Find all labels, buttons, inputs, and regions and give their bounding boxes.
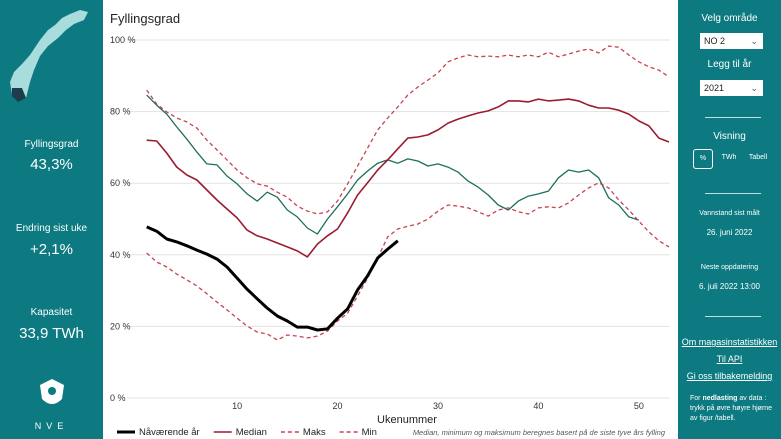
year-dropdown[interactable]: 2021 ⌄ bbox=[700, 80, 763, 96]
year-label: Legg til år bbox=[707, 59, 752, 70]
series-line bbox=[146, 94, 639, 235]
view-label: Visning bbox=[713, 131, 746, 142]
dropdown-value: 2021 bbox=[704, 83, 725, 93]
legend-label: Maks bbox=[303, 427, 326, 438]
stat-value: +2,1% bbox=[30, 241, 73, 258]
logo-text: NVE bbox=[34, 421, 69, 431]
x-tick-label: 40 bbox=[533, 401, 543, 411]
y-tick-label: 60 % bbox=[110, 178, 131, 188]
series-line bbox=[146, 98, 670, 258]
measured-label: Vannstand sist målt bbox=[699, 210, 760, 217]
area-label: Velg område bbox=[701, 13, 758, 24]
chevron: ⌄ bbox=[750, 36, 758, 46]
right-panel: Velg område NO 2 ⌄ Legg til år 2021 ⌄ Visn… bbox=[678, 0, 781, 439]
link[interactable]: Om magasinstatistikken bbox=[681, 337, 778, 347]
legend-label: Nåværende år bbox=[139, 427, 200, 438]
stat-value: 43,3% bbox=[30, 156, 73, 173]
y-tick-label: 80 % bbox=[110, 107, 131, 117]
area-dropdown[interactable]: NO 2 ⌄ bbox=[700, 33, 763, 49]
stat-label: Fyllingsgrad bbox=[24, 139, 79, 150]
x-axis-label: Ukenummer bbox=[377, 414, 437, 426]
norway-map bbox=[10, 10, 88, 102]
chart-title: Fyllingsgrad bbox=[110, 11, 180, 26]
divider bbox=[705, 117, 761, 118]
chart: Fyllingsgrad Ukenummer Median, minimum o… bbox=[110, 11, 670, 438]
x-tick-label: 50 bbox=[634, 401, 644, 411]
x-tick-label: 30 bbox=[433, 401, 443, 411]
divider bbox=[705, 316, 761, 317]
stat-value: 33,9 TWh bbox=[19, 325, 84, 342]
note-text: av data : trykk på øvre høyre hjørne av … bbox=[690, 395, 773, 422]
download-note: For nedlasting av data : trykk på øvre h… bbox=[690, 394, 774, 424]
left-panel: Fyllingsgrad 43,3% Endring sist uke +2,1… bbox=[0, 0, 103, 439]
y-tick-label: 20 % bbox=[110, 321, 131, 331]
next-label: Neste oppdatering bbox=[700, 264, 759, 271]
view-button[interactable]: TWh bbox=[721, 154, 737, 161]
series-line bbox=[146, 182, 670, 341]
view-button[interactable]: Tabell bbox=[748, 154, 768, 161]
legend-label: Min bbox=[362, 427, 377, 438]
y-tick-label: 0 % bbox=[110, 393, 126, 403]
next-date: 6. juli 2022 13:00 bbox=[699, 282, 760, 291]
y-tick-label: 100 % bbox=[110, 35, 136, 45]
note-text: For bbox=[690, 395, 703, 402]
link[interactable]: Til API bbox=[716, 354, 743, 364]
chevron: ⌄ bbox=[750, 83, 758, 93]
y-tick-label: 40 % bbox=[110, 250, 131, 260]
series-line bbox=[146, 45, 670, 215]
divider bbox=[705, 193, 761, 194]
view-button[interactable]: % bbox=[693, 149, 713, 169]
link[interactable]: Gi oss tilbakemelding bbox=[686, 371, 773, 381]
stat-label: Kapasitet bbox=[30, 307, 73, 318]
nve-logo bbox=[40, 379, 64, 404]
x-tick-label: 10 bbox=[232, 401, 242, 411]
x-tick-label: 20 bbox=[333, 401, 343, 411]
legend-label: Median bbox=[236, 427, 267, 438]
footnote: Median, minimum og maksimum beregnes bas… bbox=[413, 428, 666, 437]
note-bold: nedlasting bbox=[702, 395, 738, 402]
dropdown-value: NO 2 bbox=[704, 36, 726, 46]
measured-date: 26. juni 2022 bbox=[706, 228, 753, 237]
series-line bbox=[146, 225, 399, 332]
stat-label: Endring sist uke bbox=[15, 223, 88, 234]
